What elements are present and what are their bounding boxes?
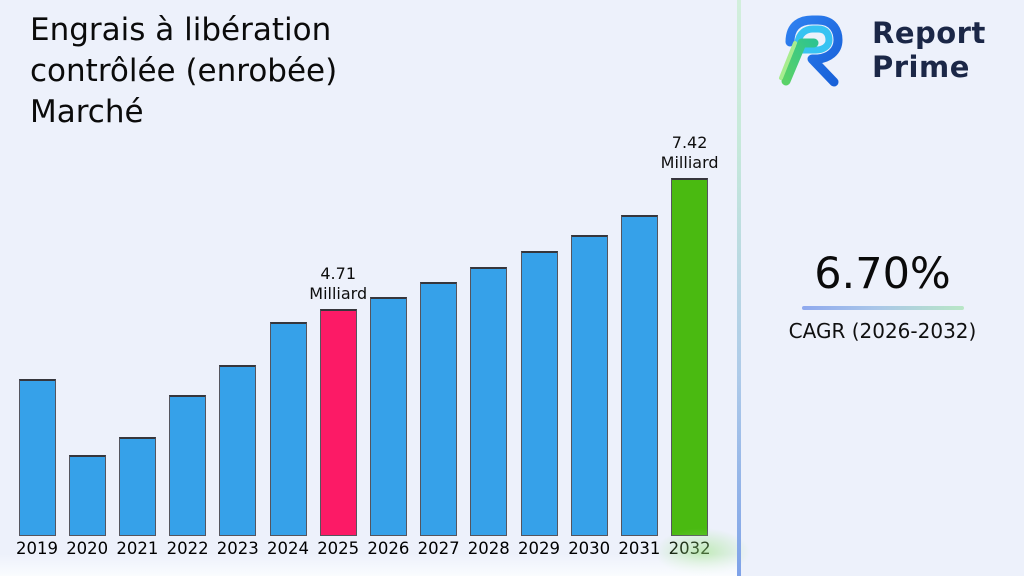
bar-2019 [18,378,56,536]
report-prime-logo-icon [779,15,843,87]
bar-chart: 2019 2020 2021 2022 2023 2024 2025 4.71 Milliard… [16,133,719,558]
x-tick-2029: 2029 [518,539,560,558]
bar-2029 [520,250,558,536]
bar-2021 [118,436,156,536]
x-tick-2031: 2031 [618,539,661,558]
x-tick-2025: 2025 [317,539,360,558]
page-title: Engrais à libération contrôlée (enrobée)… [30,12,338,130]
bar-2027 [420,281,458,536]
x-tick-2023: 2023 [216,539,259,558]
report-prime-logo-text: Report Prime [872,12,986,84]
x-tick-2024: 2024 [267,539,309,558]
x-tick-2020: 2020 [66,539,109,558]
bar-2022 [169,394,207,536]
panel-separator [737,0,741,576]
bar-2024 [269,321,307,536]
x-tick-2028: 2028 [467,539,510,558]
logo-text-line2: Prime [872,50,970,84]
cagr-block: 6.70% CAGR (2026-2032) [745,250,1020,343]
bar-2025 [319,309,357,536]
bar-2020 [68,455,106,536]
value-label-2025: 4.71 Milliard [309,264,368,303]
report-prime-logo: Report Prime [776,12,986,88]
cagr-label: CAGR (2026-2032) [788,319,977,343]
x-tick-2027: 2027 [417,539,460,558]
x-tick-2030: 2030 [568,539,611,558]
bar-2023 [219,364,257,536]
x-tick-2021: 2021 [116,539,159,558]
bar-2026 [369,297,407,536]
bar-2030 [570,235,608,536]
x-tick-2022: 2022 [166,539,209,558]
value-label-2032: 7.42 Milliard [660,133,719,173]
x-tick-2032: 2032 [668,539,711,558]
bar-2031 [620,214,658,536]
bar-2032 [671,178,709,536]
logo-text-line1: Report [872,16,986,50]
cagr-underline-decoration [801,306,964,310]
cagr-value: 6.70% [814,249,951,299]
x-tick-2026: 2026 [367,539,410,558]
x-tick-2019: 2019 [16,539,58,558]
bar-2028 [470,266,508,536]
